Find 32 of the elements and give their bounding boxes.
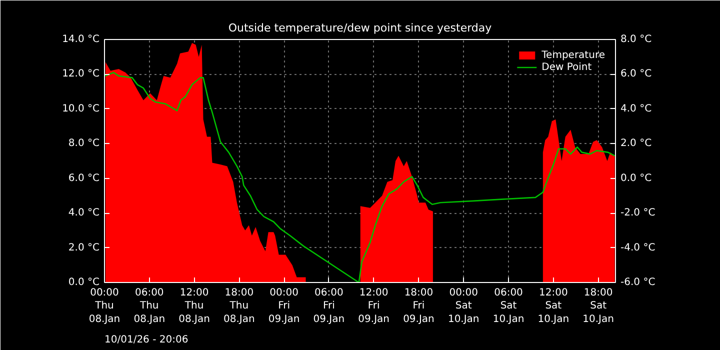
legend-label: Temperature [542, 49, 605, 61]
x-tick-label: 12:00 Fri 09.Jan [358, 288, 390, 325]
y-tick-label: 2.0 °C [68, 242, 100, 254]
y2-tick-label: 0.0 °C [620, 172, 652, 184]
x-tick-label: 12:00 Thu 08.Jan [178, 288, 210, 325]
y-tick-label: 14.0 °C [62, 34, 100, 45]
chart-title: Outside temperature/dew point since yesterday [228, 22, 492, 34]
y2-tick-label: -4.0 °C [620, 242, 656, 254]
y2-tick-label: -6.0 °C [620, 277, 656, 288]
y2-tick-label: 6.0 °C [620, 68, 652, 80]
x-tick-label: 00:00 Sat 10.Jan [448, 288, 480, 325]
x-tick-label: 18:00 Thu 08.Jan [224, 288, 255, 325]
x-tick-label: 18:00 Fri 09.Jan [403, 288, 434, 325]
legend-label: Dew Point [542, 61, 592, 73]
y2-tick-label: 4.0 °C [620, 103, 652, 114]
y2-tick-label: 8.0 °C [620, 34, 652, 45]
y2-tick-label: -2.0 °C [620, 208, 656, 219]
y-tick-label: 8.0 °C [68, 138, 100, 150]
x-tick-label: 06:00 Sat 10.Jan [492, 288, 524, 325]
y-tick-label: 10.0 °C [62, 103, 100, 114]
text: 10/01/26 - 20:06 [104, 334, 188, 346]
x-tick-label: 06:00 Thu 08.Jan [134, 288, 166, 325]
y-tick-label: 4.0 °C [68, 208, 100, 219]
x-tick-label: 00:00 Fri 09.Jan [268, 288, 300, 325]
y-tick-label: 6.0 °C [68, 172, 100, 184]
y2-tick-label: 2.0 °C [620, 138, 652, 150]
y-tick-label: 0.0 °C [68, 277, 100, 288]
x-tick-label: 00:00 Thu 08.Jan [88, 288, 120, 325]
x-tick-label: 18:00 Sat 10.Jan [582, 288, 614, 325]
y-tick-label: 12.0 °C [62, 68, 100, 80]
x-tick-label: 12:00 Sat 10.Jan [538, 288, 570, 325]
x-tick-label: 06:00 Fri 09.Jan [313, 288, 345, 325]
